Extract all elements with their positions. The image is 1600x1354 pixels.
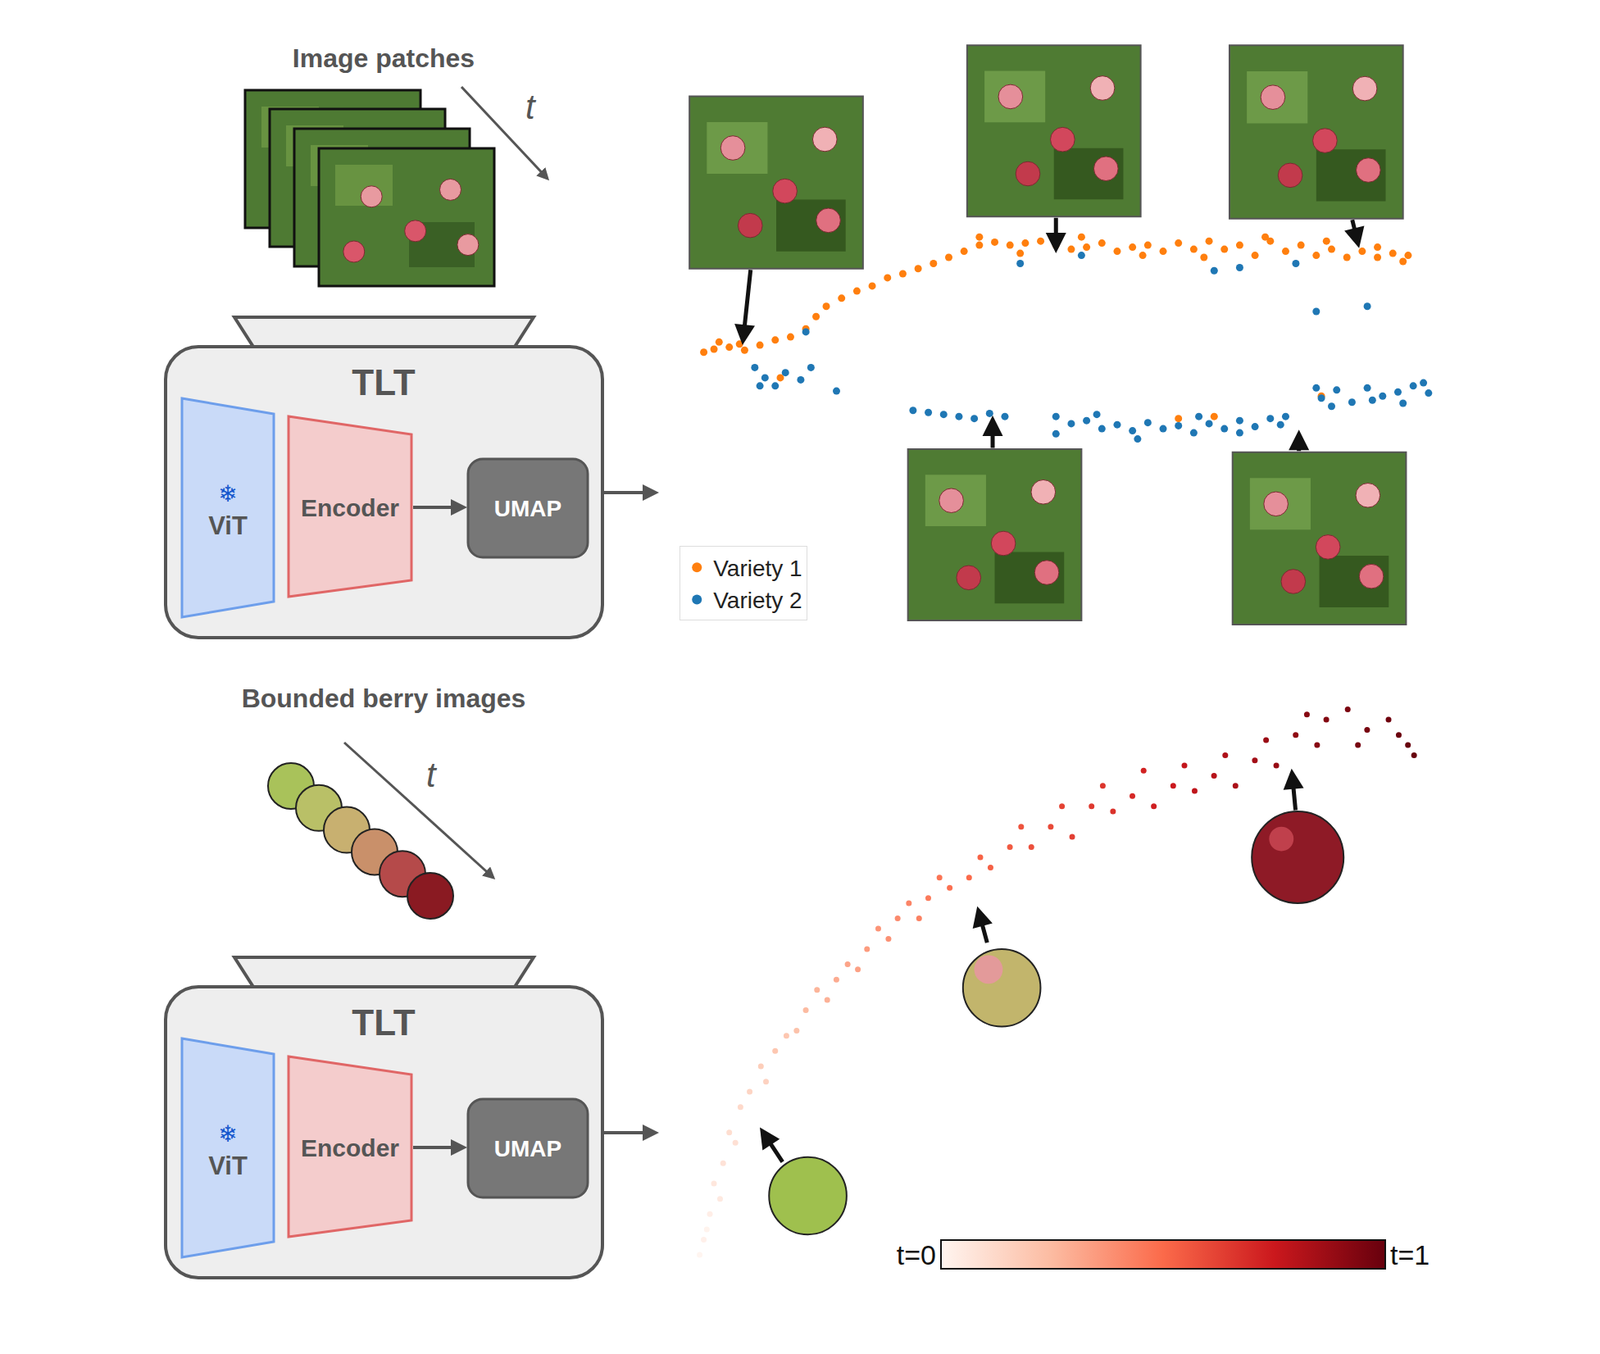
svg-text:ViT: ViT bbox=[208, 1151, 248, 1181]
svg-text:t: t bbox=[426, 755, 438, 795]
svg-text:Encoder: Encoder bbox=[300, 1134, 400, 1162]
svg-text:TLT: TLT bbox=[351, 1002, 415, 1043]
svg-text:ViT: ViT bbox=[208, 511, 248, 541]
svg-text:UMAP: UMAP bbox=[494, 495, 562, 522]
svg-text:t: t bbox=[525, 87, 537, 127]
svg-text:t=1: t=1 bbox=[1390, 1239, 1430, 1271]
svg-text:Bounded berry images: Bounded berry images bbox=[241, 683, 527, 714]
svg-text:Variety 2: Variety 2 bbox=[713, 587, 802, 614]
svg-text:UMAP: UMAP bbox=[494, 1136, 562, 1162]
svg-text:Encoder: Encoder bbox=[300, 494, 400, 522]
svg-text:Image patches: Image patches bbox=[292, 43, 475, 73]
svg-text:TLT: TLT bbox=[351, 362, 415, 403]
svg-text:❄: ❄ bbox=[218, 480, 237, 508]
svg-text:❄: ❄ bbox=[218, 1120, 237, 1148]
svg-text:Variety 1: Variety 1 bbox=[713, 555, 802, 582]
svg-text:t=0: t=0 bbox=[896, 1239, 937, 1271]
